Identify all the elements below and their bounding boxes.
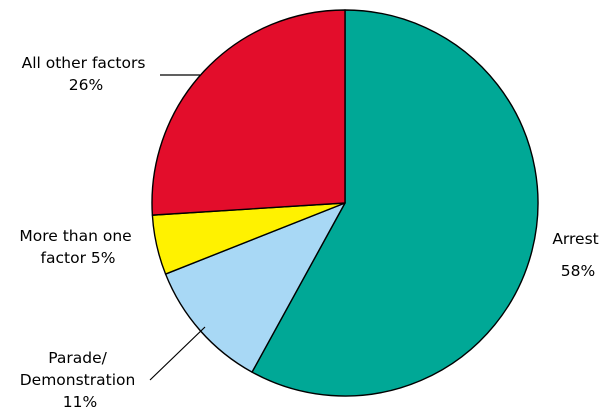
label-parade-line-3: 11% bbox=[63, 393, 97, 411]
label-arrest-line-2: 58% bbox=[561, 262, 595, 280]
slice-arrest bbox=[251, 9, 539, 397]
label-all-other: All other factors 26% bbox=[22, 54, 151, 94]
label-more-than-one: More than one factor 5% bbox=[19, 227, 136, 267]
label-more-line-2: factor 5% bbox=[41, 249, 116, 267]
label-parade: Parade/ Demonstration 11% bbox=[20, 349, 141, 411]
label-arrest-line-1: Arrest bbox=[552, 230, 598, 248]
label-other-line-2: 26% bbox=[69, 76, 103, 94]
pie-slices bbox=[151, 9, 539, 397]
label-other-line-1: All other factors bbox=[22, 54, 146, 72]
slice-all-other-factors bbox=[151, 9, 346, 216]
label-parade-line-2: Demonstration bbox=[20, 371, 136, 389]
label-arrest: Arrest 58% bbox=[552, 230, 603, 280]
label-parade-line-1: Parade/ bbox=[48, 349, 107, 367]
label-more-line-1: More than one bbox=[19, 227, 131, 245]
leader-line-parade bbox=[149, 326, 206, 381]
slice-parade-demonstration bbox=[164, 202, 346, 373]
